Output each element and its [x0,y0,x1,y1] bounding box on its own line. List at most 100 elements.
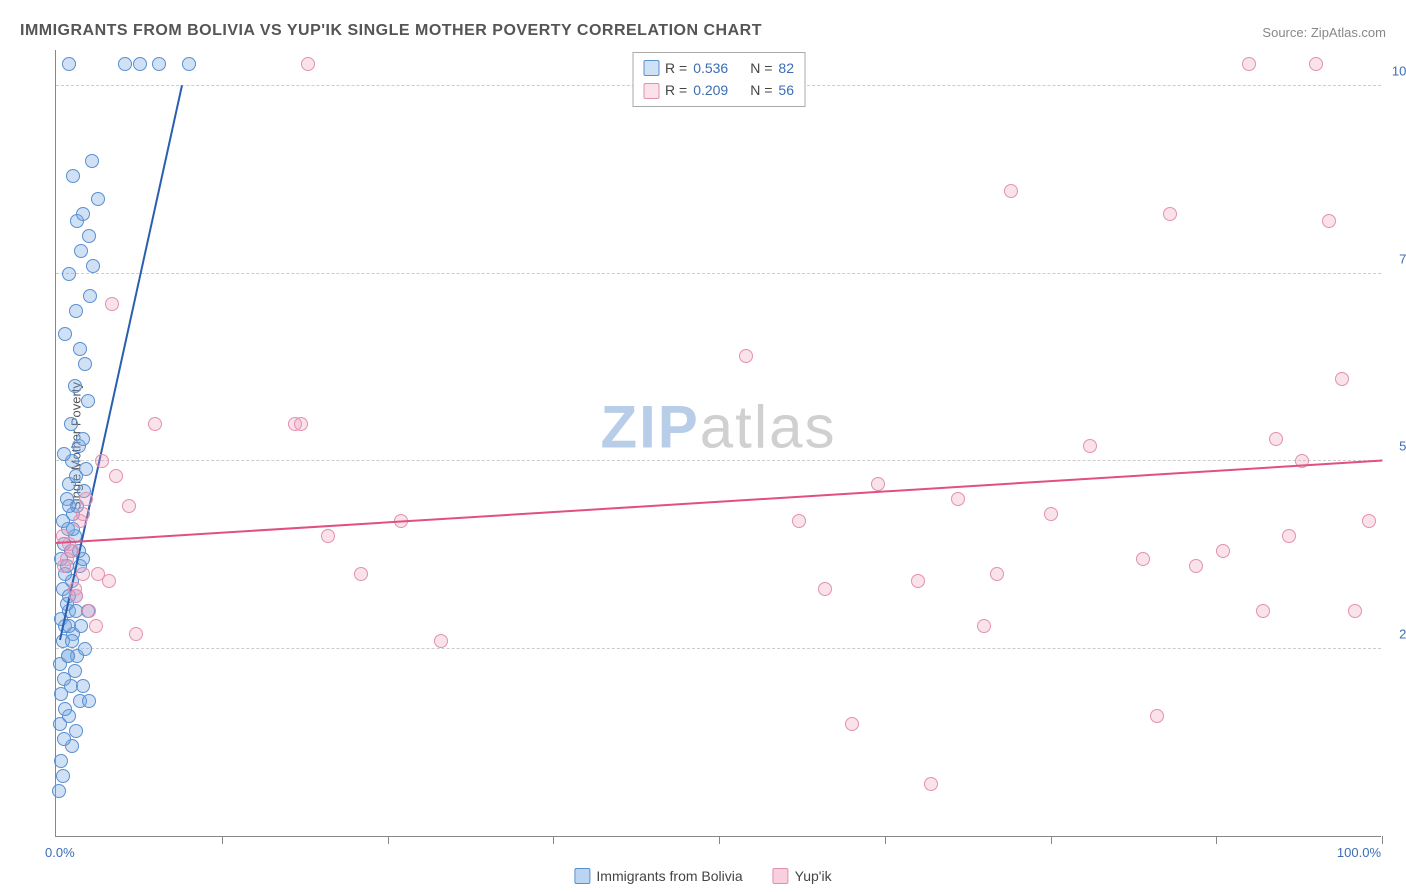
data-point [122,499,136,513]
y-tick-label: 100.0% [1386,64,1406,79]
data-point [85,154,99,168]
n-value: 82 [778,57,794,79]
y-tick-label: 25.0% [1386,626,1406,641]
data-point [78,357,92,371]
gridline [56,273,1381,274]
data-point [86,259,100,273]
data-point [354,567,368,581]
data-point [1362,514,1376,528]
data-point [76,679,90,693]
data-point [148,417,162,431]
data-point [1348,604,1362,618]
legend-label: Yup'ik [795,868,832,884]
data-point [977,619,991,633]
legend-item: Immigrants from Bolivia [574,868,742,884]
data-point [871,477,885,491]
data-point [62,499,76,513]
data-point [133,57,147,71]
data-point [83,289,97,303]
data-point [76,567,90,581]
data-point [1150,709,1164,723]
trend-line [56,459,1382,543]
data-point [52,784,66,798]
data-point [792,514,806,528]
data-point [1083,439,1097,453]
data-point [301,57,315,71]
n-label: N = [750,79,772,101]
data-point [739,349,753,363]
data-point [79,492,93,506]
data-point [68,664,82,678]
data-point [61,649,75,663]
data-point [129,627,143,641]
data-point [951,492,965,506]
x-tick [719,836,720,844]
n-label: N = [750,57,772,79]
x-tick-label: 100.0% [1337,845,1381,860]
legend-swatch [643,60,659,76]
r-label: R = [665,79,687,101]
data-point [69,604,83,618]
data-point [74,244,88,258]
data-point [105,297,119,311]
data-point [109,469,123,483]
data-point [79,462,93,476]
stats-legend-box: R = 0.536 N = 82 R = 0.209 N = 56 [632,52,805,107]
chart-title: IMMIGRANTS FROM BOLIVIA VS YUP'IK SINGLE… [20,22,762,40]
data-point [68,379,82,393]
r-value: 0.209 [693,79,728,101]
x-tick [222,836,223,844]
data-point [68,582,82,596]
data-point [69,724,83,738]
data-point [74,619,88,633]
data-point [1004,184,1018,198]
data-point [82,694,96,708]
x-tick [1382,836,1383,844]
gridline [56,460,1381,461]
stats-row: R = 0.209 N = 56 [643,79,794,101]
data-point [95,454,109,468]
data-point [54,754,68,768]
data-point [66,169,80,183]
data-point [73,342,87,356]
data-point [82,604,96,618]
y-tick-label: 50.0% [1386,439,1406,454]
data-point [1136,552,1150,566]
data-point [321,529,335,543]
data-point [924,777,938,791]
r-value: 0.536 [693,57,728,79]
data-point [82,229,96,243]
data-point [81,394,95,408]
data-point [434,634,448,648]
plot-area: ZIPatlas R =0.536N =82R =0.209N =56 25.0… [55,50,1381,837]
watermark: ZIPatlas [600,393,836,462]
data-point [1256,604,1270,618]
source-label: Source: ZipAtlas.com [1262,25,1386,40]
data-point [76,432,90,446]
x-tick [1051,836,1052,844]
n-value: 56 [778,79,794,101]
data-point [57,447,71,461]
header: IMMIGRANTS FROM BOLIVIA VS YUP'IK SINGLE… [0,0,1406,40]
data-point [294,417,308,431]
legend-swatch [773,868,789,884]
data-point [57,559,71,573]
data-point [1163,207,1177,221]
r-label: R = [665,57,687,79]
legend-label: Immigrants from Bolivia [596,868,742,884]
data-point [91,567,105,581]
legend-swatch [574,868,590,884]
data-point [1282,529,1296,543]
data-point [62,57,76,71]
data-point [182,57,196,71]
y-tick-label: 75.0% [1386,251,1406,266]
data-point [1322,214,1336,228]
data-point [1309,57,1323,71]
bottom-legend: Immigrants from Bolivia Yup'ik [574,868,831,884]
data-point [78,642,92,656]
data-point [58,327,72,341]
data-point [1044,507,1058,521]
data-point [152,57,166,71]
data-point [69,304,83,318]
x-tick [388,836,389,844]
